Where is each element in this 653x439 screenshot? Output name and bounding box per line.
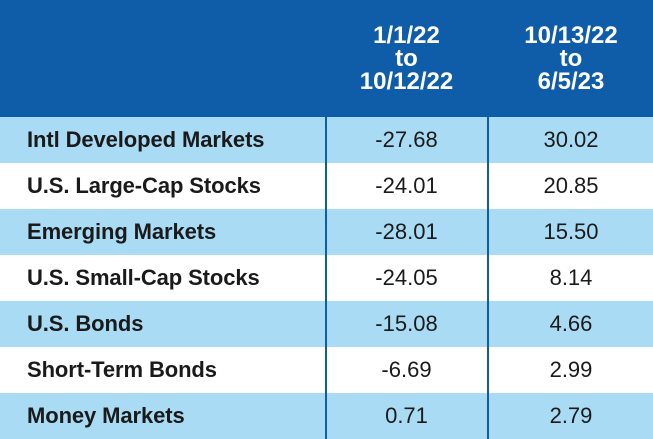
row-label: U.S. Large-Cap Stocks <box>27 173 261 198</box>
value-cell-period-1: -24.05 <box>375 265 438 290</box>
value-cell-period-2: 2.99 <box>549 357 593 382</box>
column-header-line: to <box>559 45 583 72</box>
value-cell-period-2: 2.79 <box>549 403 593 428</box>
row-label: Intl Developed Markets <box>27 127 265 152</box>
column-divider <box>325 0 327 439</box>
row-label: Emerging Markets <box>27 219 217 244</box>
column-header-line: 10/13/22 <box>524 22 618 49</box>
row-label: U.S. Bonds <box>27 311 144 336</box>
column-divider <box>487 0 489 439</box>
row-label: U.S. Small-Cap Stocks <box>27 265 260 290</box>
value-cell-period-2: 4.66 <box>549 311 593 336</box>
value-cell-period-2: 20.85 <box>543 173 599 198</box>
column-header-line: 1/1/22 <box>373 22 440 49</box>
row-label: Short-Term Bonds <box>27 357 217 382</box>
value-cell-period-2: 8.14 <box>549 265 593 290</box>
value-cell-period-1: -28.01 <box>375 219 438 244</box>
value-cell-period-1: -6.69 <box>381 357 432 382</box>
column-header-line: 10/12/22 <box>359 68 454 95</box>
column-header-period-2: 10/13/22 to 6/5/23 <box>489 0 653 117</box>
value-cell-period-2: 30.02 <box>543 127 599 152</box>
value-cell-period-1: -15.08 <box>375 311 438 336</box>
value-cell-period-1: -24.01 <box>375 173 438 198</box>
row-label: Money Markets <box>27 403 185 428</box>
value-cell-period-1: 0.71 <box>385 403 428 428</box>
column-header-period-1: 1/1/22 to 10/12/22 <box>326 0 487 117</box>
value-cell-period-2: 15.50 <box>543 219 599 244</box>
column-header-line: to <box>395 45 418 72</box>
value-cell-period-1: -27.68 <box>375 127 438 152</box>
column-header-line: 6/5/23 <box>537 68 605 95</box>
